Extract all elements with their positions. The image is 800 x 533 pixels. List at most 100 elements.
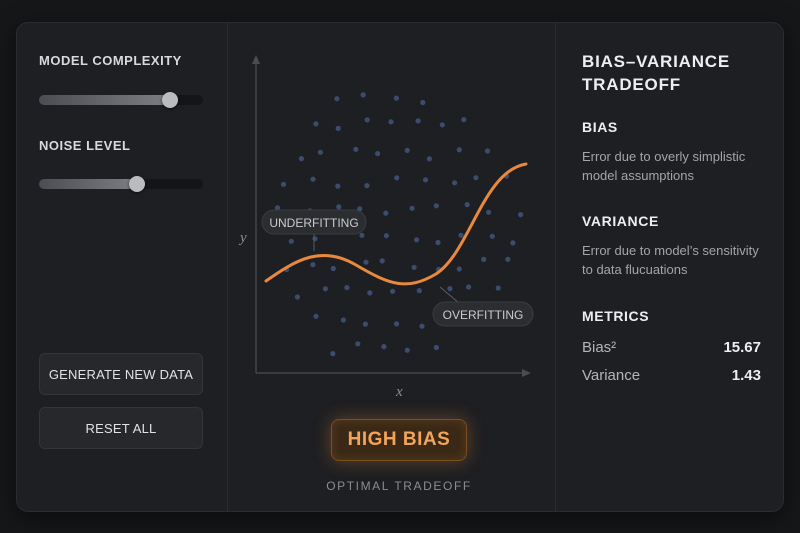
data-point [383,210,389,216]
data-point [294,294,300,300]
model-complexity-fill [39,95,171,105]
noise-level-label: NOISE LEVEL [39,138,131,153]
left-divider [227,23,228,511]
data-point [298,156,304,162]
data-point [310,176,316,182]
data-point [322,286,328,292]
data-point [452,180,458,186]
data-point [394,175,400,181]
variance-description: Error due to model’s sensitivity to data… [582,243,759,277]
noise-level-slider[interactable] [39,176,203,192]
data-point [313,313,319,319]
data-point [357,206,363,212]
data-point [317,149,323,155]
metric-variance-value: 1.43 [731,367,761,384]
data-point [359,232,365,238]
data-point [461,117,467,123]
data-point [404,147,410,153]
data-point [422,177,429,183]
data-point [489,233,495,239]
data-point [388,119,394,125]
data-point [383,233,389,239]
data-point [362,321,368,327]
data-point [447,286,453,292]
bias-variance-plot: y x UNDERFITTING OVERFITTING [238,55,534,400]
noise-level-knob[interactable] [129,176,146,192]
data-point [355,341,361,347]
overfitting-label: OVERFITTING [443,308,524,322]
data-point [381,344,387,350]
data-point [336,204,342,210]
optimal-tradeoff-caption: OPTIMAL TRADEOFF [326,479,472,493]
data-point [473,175,479,181]
overfitting-tag [432,301,534,327]
underfitting-tag [261,209,367,235]
data-point [393,95,399,101]
reset-all-button[interactable]: RESET ALL [39,407,203,449]
data-point [288,238,294,244]
data-point [433,344,439,351]
data-point [486,209,492,215]
data-point [416,288,422,294]
data-point [367,290,373,296]
data-point [379,258,385,264]
y-axis-arrow-icon [252,55,260,64]
data-point [433,203,439,209]
data-point [409,205,415,211]
data-point [426,156,432,162]
data-point [353,146,359,152]
y-axis-label: y [238,230,247,246]
data-point [375,151,381,157]
data-point [481,256,487,262]
data-point [280,181,287,187]
data-point [419,323,425,329]
main-panel: MODEL COMPLEXITY NOISE LEVEL GENERATE NE… [16,22,784,512]
noise-level-fill [39,179,138,189]
info-title: BIAS–VARIANCE TRADEOFF [582,52,730,94]
model-complexity-label: MODEL COMPLEXITY [39,53,182,68]
underfitting-label: UNDERFITTING [269,216,358,230]
model-complexity-slider[interactable] [39,92,203,108]
right-divider [555,23,556,511]
metrics-heading: METRICS [582,308,650,324]
data-point [393,321,400,327]
metric-bias-label: Bias² [582,339,617,356]
data-point [360,92,366,98]
data-point [390,288,396,294]
data-point [456,266,462,272]
data-point [510,240,516,246]
data-point [334,96,340,102]
data-point [458,232,464,238]
data-point [335,183,341,189]
data-point [415,118,421,124]
data-point [414,237,420,243]
metric-variance-label: Variance [582,367,641,384]
generate-new-data-button[interactable]: GENERATE NEW DATA [39,353,203,395]
data-point [310,262,316,268]
variance-heading: VARIANCE [582,213,659,229]
data-point [456,147,462,153]
data-point [330,265,336,272]
data-point [518,212,524,218]
data-point [435,239,441,246]
data-point [464,202,470,208]
data-point [484,148,491,154]
data-point [495,285,501,291]
data-point [439,122,445,128]
data-point [335,125,341,131]
model-curve [264,162,528,286]
bias-heading: BIAS [582,119,618,135]
data-point [420,99,426,106]
data-point [363,259,369,265]
data-point [466,284,472,290]
data-point [330,351,336,357]
x-axis-label: x [395,384,403,400]
data-point [313,121,319,127]
model-complexity-knob[interactable] [162,92,179,108]
data-point [505,256,511,262]
data-point [411,264,417,270]
data-point [364,183,370,189]
data-point [404,347,410,353]
overfitting-pointer [439,286,460,304]
high-bias-badge: HIGH BIAS [331,419,467,461]
